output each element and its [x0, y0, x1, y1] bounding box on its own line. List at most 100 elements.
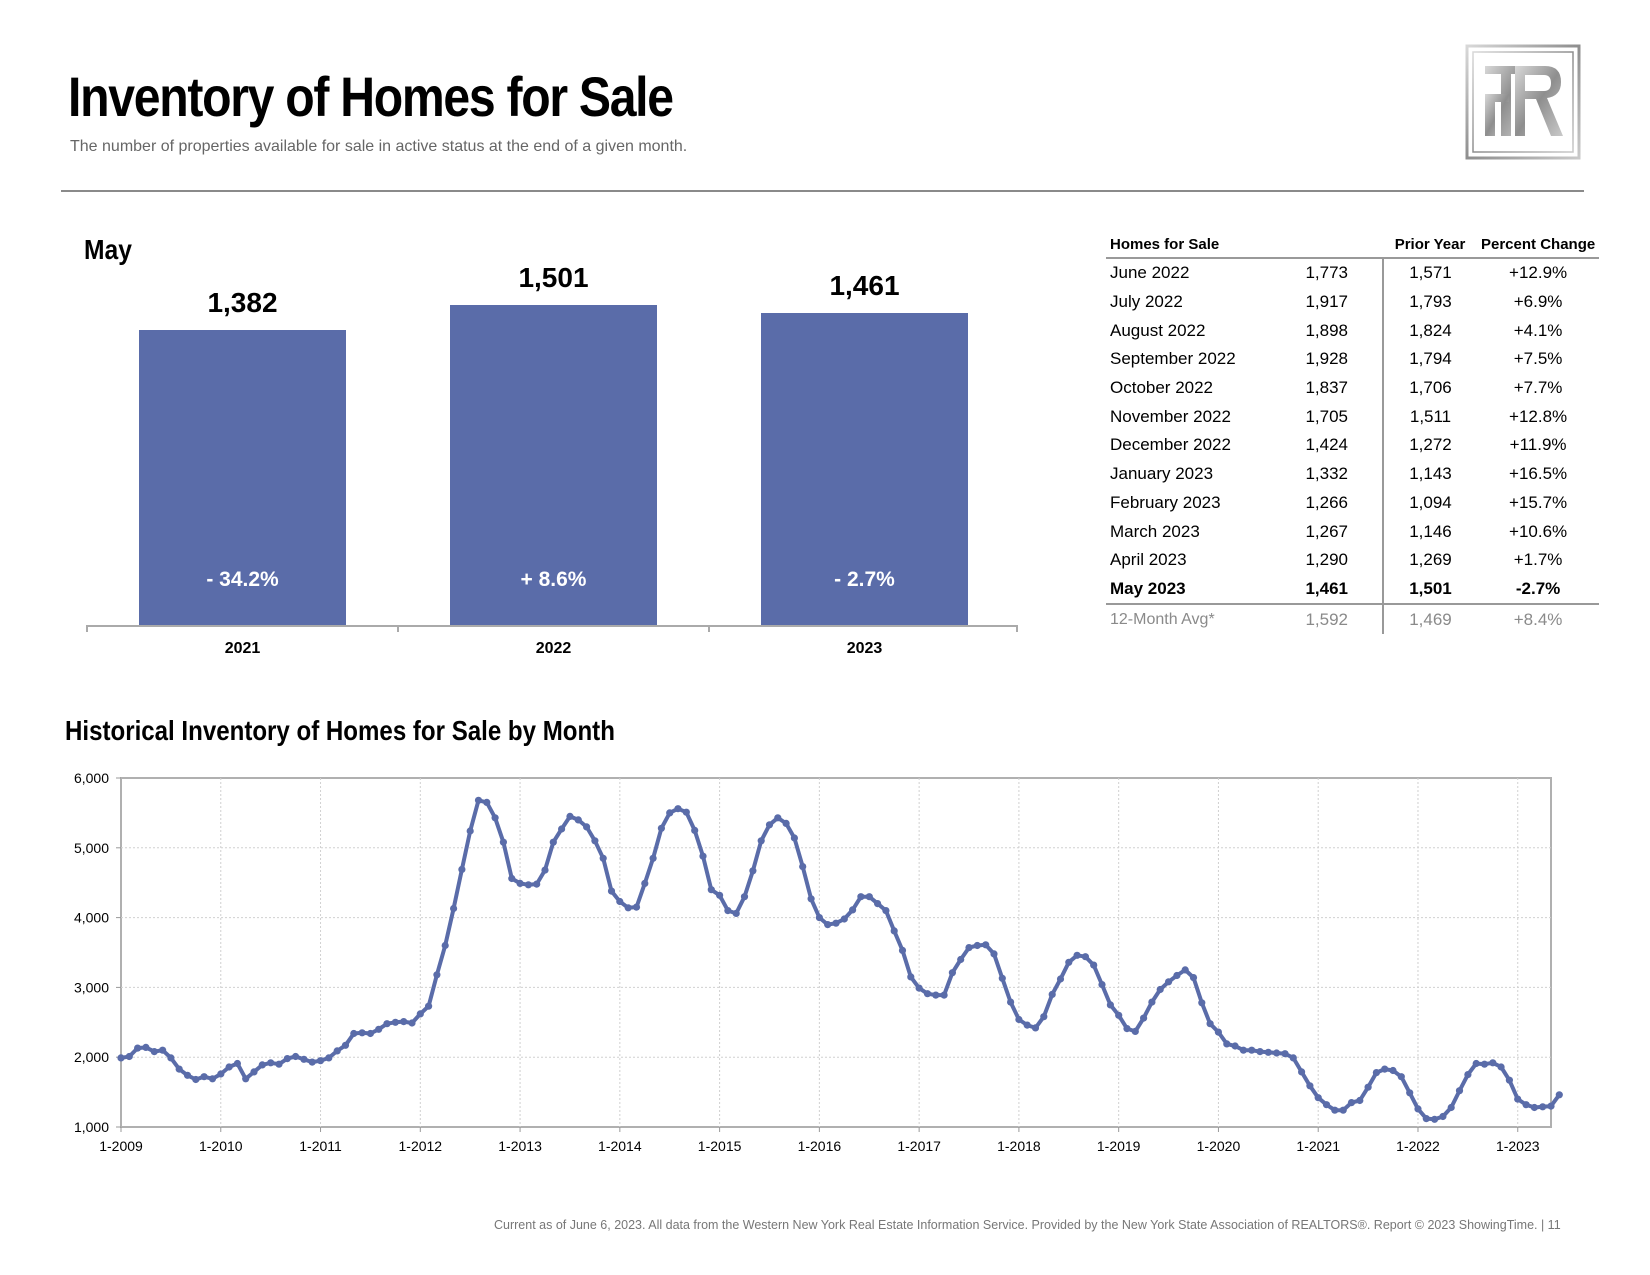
history-data-point [1048, 990, 1056, 998]
history-data-point [1264, 1048, 1272, 1056]
col-header-value [1274, 234, 1383, 259]
history-data-point [616, 897, 624, 906]
history-data-point [549, 838, 557, 846]
y-tick-label: 2,000 [74, 1049, 109, 1065]
history-data-point [1281, 1050, 1289, 1058]
history-data-point [1106, 1001, 1114, 1009]
history-data-point [258, 1061, 266, 1069]
axis-tick [1016, 625, 1018, 632]
history-data-point [175, 1065, 183, 1073]
cell-month: July 2022 [1110, 292, 1183, 312]
history-data-point [1015, 1015, 1023, 1024]
history-data-point [1530, 1103, 1538, 1112]
history-data-point [1489, 1059, 1497, 1067]
cell-month: January 2023 [1110, 464, 1214, 484]
cell-pct: +6.9% [1513, 292, 1563, 312]
page-subtitle: The number of properties available for s… [70, 138, 688, 155]
history-data-point [1239, 1046, 1247, 1054]
history-data-point [832, 919, 840, 927]
history-data-point [1065, 958, 1073, 966]
history-data-point [425, 1002, 433, 1010]
history-data-point [516, 879, 524, 887]
cell-pct: +1.7% [1513, 550, 1563, 570]
cell-value: 1,592 [1274, 604, 1384, 634]
cell-pct: +15.7% [1509, 492, 1568, 512]
history-data-point [275, 1060, 283, 1068]
history-data-point [1148, 998, 1156, 1006]
cell-pct: -2.7% [1477, 574, 1600, 606]
history-data-point [316, 1057, 325, 1065]
history-data-point [807, 895, 815, 903]
cell-prior: 1,269 [1409, 550, 1452, 570]
history-data-point [657, 824, 666, 832]
history-data-point [1090, 961, 1098, 969]
history-data-point [333, 1047, 341, 1055]
history-data-point [840, 915, 848, 923]
y-tick-label: 1,000 [74, 1119, 109, 1135]
col-header-prior: Prior Year [1383, 234, 1477, 259]
table-row: March 2023 1,267 1,146 +10.6% [1106, 517, 1599, 546]
table-header-row: Homes for Sale Prior Year Percent Change [1106, 234, 1600, 259]
history-data-point [200, 1073, 208, 1081]
bar-value-label: 1,461 [829, 270, 900, 302]
history-data-point [159, 1046, 167, 1054]
cell-value: 1,837 [1274, 373, 1384, 403]
homes-for-sale-table: Homes for Sale Prior Year Percent Change… [1106, 234, 1600, 634]
history-data-point [292, 1052, 300, 1061]
history-data-point [1131, 1027, 1139, 1035]
cell-prior: 1,571 [1409, 263, 1452, 283]
history-data-point [923, 990, 932, 998]
x-tick-label: 1-2013 [498, 1138, 542, 1154]
history-data-point [932, 991, 940, 999]
cell-pct: +10.6% [1509, 521, 1568, 541]
bar-2021 [139, 330, 346, 625]
cell-prior: 1,793 [1409, 292, 1452, 312]
history-data-point [1514, 1095, 1522, 1103]
history-data-point [416, 1010, 424, 1018]
cell-value: 1,266 [1274, 488, 1384, 518]
cell-value: 1,705 [1274, 402, 1384, 432]
history-data-point [1397, 1073, 1405, 1081]
x-tick-label: 1-2011 [299, 1138, 342, 1154]
history-data-point [948, 969, 957, 977]
x-tick-label: 1-2021 [1296, 1138, 1340, 1154]
history-data-point [957, 955, 965, 964]
history-data-point [250, 1068, 258, 1076]
history-data-point [508, 874, 516, 883]
table-row: September 2022 1,928 1,794 +7.5% [1106, 345, 1599, 374]
history-data-point [757, 837, 765, 845]
axis-tick [86, 625, 88, 632]
bar-year-label: 2022 [535, 640, 572, 657]
history-data-point [998, 974, 1006, 982]
table-row: July 2022 1,917 1,793 +6.9% [1106, 287, 1599, 317]
history-data-point [1347, 1099, 1356, 1107]
plot-area [120, 777, 1552, 1128]
history-data-point [1455, 1087, 1464, 1095]
x-tick-label: 1-2012 [399, 1138, 443, 1154]
history-data-point [208, 1075, 217, 1083]
history-data-point [1372, 1069, 1380, 1077]
table-row: October 2022 1,837 1,706 +7.7% [1106, 373, 1599, 403]
x-tick-label: 1-2010 [199, 1138, 243, 1154]
y-tick-label: 5,000 [74, 840, 109, 856]
history-data-point [732, 909, 740, 917]
history-line-chart: 1,000 2,000 3,000 4,000 5,000 6,000 1-2009 1-20… [74, 770, 1563, 1154]
cell-prior: 1,469 [1409, 609, 1452, 629]
history-data-point [898, 946, 907, 954]
bar-2023 [761, 313, 968, 625]
cell-month: December 2022 [1110, 435, 1231, 455]
history-data-point [682, 808, 690, 816]
history-data-point [674, 805, 682, 813]
cell-prior: 1,511 [1409, 406, 1452, 426]
cell-value: 1,773 [1274, 258, 1384, 288]
cell-value: 1,928 [1274, 345, 1384, 374]
bar-change-label: - 2.7% [834, 568, 895, 591]
y-tick-label: 3,000 [74, 979, 109, 995]
history-data-point [375, 1025, 383, 1033]
col-header-month: Homes for Sale [1106, 234, 1274, 259]
table-avg-row: 12-Month Avg* 1,592 1,469 +8.4% [1106, 604, 1599, 634]
history-data-point [1547, 1102, 1555, 1110]
history-data-point [574, 816, 582, 824]
history-data-point [308, 1058, 316, 1066]
history-data-point [1389, 1066, 1397, 1075]
